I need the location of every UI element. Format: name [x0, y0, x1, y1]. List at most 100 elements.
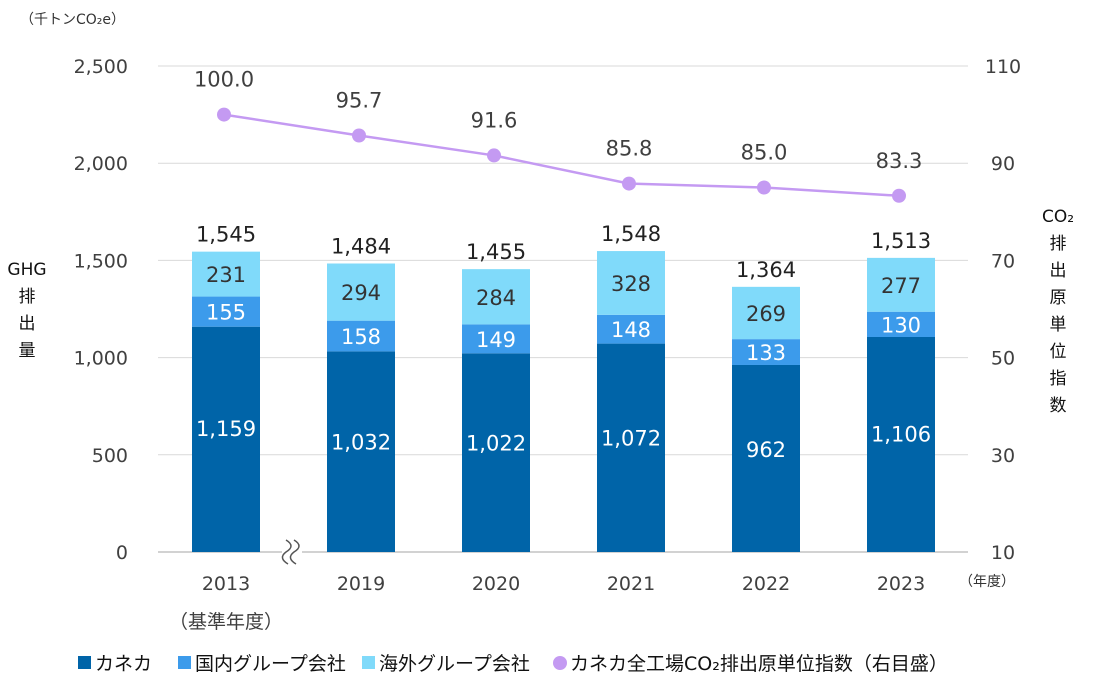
bar-segment — [732, 286, 800, 340]
y-tick-label: 2,500 — [74, 56, 128, 78]
x-tick-label: 2022 — [742, 573, 790, 595]
index-point-label: 83.3 — [876, 149, 923, 173]
bar-segment-label: 148 — [611, 318, 651, 342]
axes: 0 500 1,000 1,500 2,000 2,500 10 30 50 70 90 110 （千ト… — [7, 12, 1074, 633]
bar-segment-label: 328 — [611, 272, 651, 296]
bar-segment — [327, 320, 395, 352]
legend-label: 海外グループ会社 — [379, 653, 530, 675]
y2-tick-label: 10 — [991, 542, 1015, 564]
bar-segment-label: 284 — [476, 286, 516, 310]
x-tick-sublabel: （基準年度） — [169, 611, 283, 633]
y2-axis-title-char: 位 — [1050, 342, 1067, 362]
bar-segment — [597, 314, 665, 344]
legend-swatch — [553, 656, 567, 670]
bar-segment — [732, 339, 800, 365]
y-tick-label: 1,000 — [74, 348, 128, 370]
x-tick-label: 2013 — [202, 573, 250, 595]
legend-label: 国内グループ会社 — [195, 653, 346, 675]
bar-total-label: 1,364 — [736, 258, 796, 282]
y2-axis-title-char: 排 — [1050, 234, 1067, 254]
index-point-label: 100.0 — [194, 68, 254, 92]
y2-tick-label: 70 — [991, 250, 1015, 272]
bar-segment-label: 294 — [341, 281, 381, 305]
bar-segment — [597, 251, 665, 315]
bar-total-label: 1,548 — [601, 222, 661, 246]
y2-tick-label: 110 — [985, 56, 1021, 78]
bar-segment-label: 962 — [746, 438, 786, 462]
bars: 1,159 155 231 1,545 1,032 158 294 1,484 1,022 149… — [192, 222, 935, 552]
y2-tick-label: 50 — [991, 348, 1015, 370]
bar-total-label: 1,545 — [196, 223, 256, 247]
bar-segment-label: 1,022 — [466, 432, 526, 456]
index-point — [217, 107, 231, 122]
axis-break-mark — [281, 539, 292, 565]
legend-swatch — [78, 656, 91, 669]
bar-total-label: 1,513 — [871, 229, 931, 253]
y2-axis-title-char: 単 — [1050, 315, 1067, 335]
y-axis-title-char: 量 — [19, 341, 36, 361]
bar-segment-label: 155 — [206, 301, 246, 325]
index-point-label: 91.6 — [471, 108, 518, 132]
y-tick-label: 1,500 — [74, 250, 128, 272]
legend-swatch — [178, 656, 191, 669]
x-tick-label: 2023 — [877, 573, 925, 595]
bar-segment — [327, 351, 395, 552]
y-tick-label: 0 — [116, 542, 128, 564]
bar-segment-label: 1,159 — [196, 417, 256, 441]
index-point — [892, 188, 906, 203]
legend-swatch — [362, 656, 375, 669]
y2-axis-title-char: 指 — [1050, 369, 1067, 389]
y-unit-label: （千トンCO₂e） — [20, 12, 125, 28]
y2-axis-title-char: 出 — [1050, 261, 1067, 281]
y-axis-title-char: GHG — [7, 260, 46, 280]
bar-segment-label: 1,032 — [331, 431, 391, 455]
index-point — [487, 148, 501, 163]
index-point — [352, 128, 366, 143]
y-axis-title-char: 排 — [19, 287, 36, 307]
bar-segment-label: 231 — [206, 263, 246, 287]
bar-segment-label: 133 — [746, 341, 786, 365]
bar-segment — [327, 263, 395, 321]
legend-label: カネカ全工場CO₂排出原単位指数（右目盛） — [570, 653, 948, 675]
axis-break-mask — [282, 538, 302, 566]
index-line-path — [223, 113, 900, 198]
y-tick-label: 500 — [92, 445, 128, 467]
y-axis-title-char: 出 — [19, 314, 36, 334]
index-point-label: 85.0 — [741, 141, 788, 165]
index-point — [757, 180, 771, 195]
x-tick-label: 2019 — [337, 573, 385, 595]
bar-segment — [597, 343, 665, 552]
bar-segment-label: 149 — [476, 328, 516, 352]
y2-axis-title-char: 原 — [1050, 288, 1067, 308]
x-tick-label: 2021 — [607, 573, 655, 595]
bar-segment — [192, 296, 260, 327]
bar-segment — [192, 251, 260, 297]
y-tick-label: 2,000 — [74, 153, 128, 175]
bar-segment — [462, 353, 530, 552]
bar-segment — [867, 311, 935, 337]
index-point-label: 95.7 — [336, 88, 383, 112]
bar-segment-label: 158 — [341, 325, 381, 349]
index-point — [622, 176, 636, 191]
bar-segment-label: 277 — [881, 274, 921, 298]
index-point-label: 85.8 — [606, 137, 653, 161]
gridlines — [158, 65, 968, 553]
axis-break-mark — [289, 539, 300, 565]
bar-segment — [867, 336, 935, 552]
bar-total-label: 1,455 — [466, 240, 526, 264]
bar-segment-label: 269 — [746, 302, 786, 326]
bar-segment-label: 1,106 — [871, 423, 931, 447]
legend-label: カネカ — [95, 653, 152, 675]
y2-axis-title-char: 数 — [1050, 396, 1067, 416]
bar-segment-label: 130 — [881, 313, 921, 337]
x-unit-label: （年度） — [959, 574, 1015, 590]
bar-total-label: 1,484 — [331, 235, 391, 259]
bar-segment — [462, 269, 530, 325]
bar-segment — [732, 364, 800, 552]
legend: カネカ 国内グループ会社 海外グループ会社 カネカ全工場CO₂排出原単位指数（右目盛） — [78, 653, 948, 675]
y2-tick-label: 90 — [991, 153, 1015, 175]
y2-axis-title-char: CO₂ — [1042, 207, 1074, 227]
bar-segment — [867, 257, 935, 312]
y2-tick-label: 30 — [991, 445, 1015, 467]
